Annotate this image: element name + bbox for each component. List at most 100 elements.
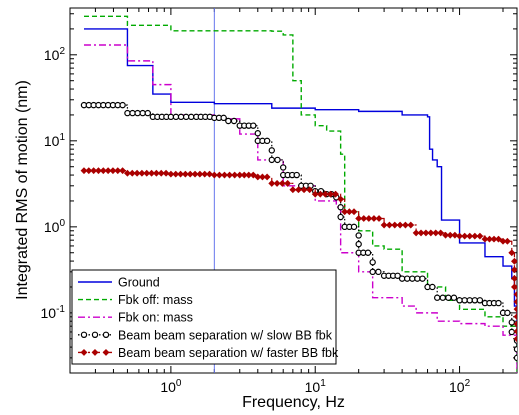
data-point <box>476 297 484 304</box>
data-point <box>321 190 329 198</box>
data-point <box>471 232 479 240</box>
data-point <box>511 266 517 274</box>
data-point <box>481 235 489 243</box>
data-point <box>306 186 314 194</box>
data-point <box>172 170 180 178</box>
data-point <box>316 190 324 198</box>
data-point <box>391 221 399 229</box>
data-point <box>508 319 515 326</box>
data-point <box>451 231 459 239</box>
data-point <box>191 170 199 178</box>
data-point <box>350 208 358 216</box>
data-point <box>412 229 420 237</box>
legend-label: Fbk on: mass <box>118 311 193 325</box>
data-point <box>144 109 151 117</box>
data-point <box>225 117 232 125</box>
data-point <box>365 215 373 222</box>
data-point <box>422 229 430 237</box>
data-point <box>386 221 393 229</box>
data-point <box>355 215 363 222</box>
y-tick-label: 10-1 <box>41 304 66 321</box>
data-point <box>355 232 362 239</box>
data-point <box>177 113 185 121</box>
data-point <box>332 190 339 198</box>
data-point <box>254 173 262 181</box>
data-point <box>109 167 117 175</box>
legend: Ground Fbk off: mass Fbk on: mass Beam beam… <box>71 269 339 365</box>
data-point <box>230 117 238 125</box>
data-point <box>466 297 473 304</box>
data-point <box>369 259 376 266</box>
data-point <box>341 208 349 216</box>
data-point <box>490 235 498 243</box>
data-point <box>513 305 517 313</box>
data-point <box>268 156 275 164</box>
series-4 <box>80 101 517 362</box>
data-point <box>129 109 136 117</box>
data-point <box>409 275 416 282</box>
data-point <box>177 170 184 178</box>
data-point <box>289 186 297 194</box>
data-point <box>513 327 517 335</box>
data-point <box>226 171 234 179</box>
legend-label: Beam beam separation w/ slow BB fbk <box>118 328 333 342</box>
data-point <box>508 249 516 257</box>
data-point <box>446 231 454 239</box>
x-tick-label: 100 <box>160 378 182 395</box>
data-point <box>513 298 517 306</box>
data-point <box>442 231 449 239</box>
data-point <box>375 268 382 276</box>
data-point <box>398 275 406 282</box>
data-point <box>124 169 131 177</box>
data-point <box>206 170 213 178</box>
y-tick-label: 101 <box>44 132 66 149</box>
data-point <box>124 109 131 117</box>
data-point <box>284 179 292 187</box>
data-point <box>380 221 388 229</box>
data-point <box>210 171 218 179</box>
data-point <box>513 313 517 320</box>
data-point <box>402 221 409 229</box>
data-point <box>495 235 502 243</box>
legend-label: Fbk off: mass <box>118 293 193 307</box>
data-point <box>138 169 146 177</box>
legend-box <box>71 269 337 365</box>
data-point <box>350 223 358 231</box>
data-point <box>513 290 517 298</box>
data-point <box>495 299 502 307</box>
data-point <box>254 130 261 137</box>
data-point <box>513 335 517 343</box>
data-point <box>511 274 517 282</box>
data-point <box>221 171 228 179</box>
data-point <box>231 171 239 179</box>
data-point <box>419 275 426 282</box>
x-tick-label: 102 <box>449 378 471 395</box>
data-point <box>167 113 175 121</box>
data-point <box>327 190 334 198</box>
data-point <box>263 173 271 181</box>
data-point <box>375 215 383 222</box>
data-point <box>196 170 204 178</box>
data-point <box>369 268 376 276</box>
legend-label: Beam beam separation w/ faster BB fbk <box>118 346 339 360</box>
legend-marker <box>80 348 88 356</box>
data-point <box>445 294 452 301</box>
legend-marker <box>102 348 110 356</box>
x-axis-title: Frequency, Hz <box>242 394 345 411</box>
data-point <box>432 229 440 237</box>
data-point <box>511 283 517 291</box>
series-2 <box>83 15 517 373</box>
data-point <box>119 101 126 109</box>
data-point <box>167 170 175 178</box>
series-1 <box>83 28 517 358</box>
data-point <box>182 113 190 121</box>
data-point <box>404 275 411 282</box>
legend-entry: Ground <box>78 276 160 290</box>
legend-marker <box>80 331 88 338</box>
data-point <box>437 229 445 237</box>
data-point <box>220 114 227 122</box>
data-point <box>508 328 515 336</box>
data-point <box>181 170 189 178</box>
data-point <box>450 294 458 301</box>
data-point <box>104 167 112 175</box>
